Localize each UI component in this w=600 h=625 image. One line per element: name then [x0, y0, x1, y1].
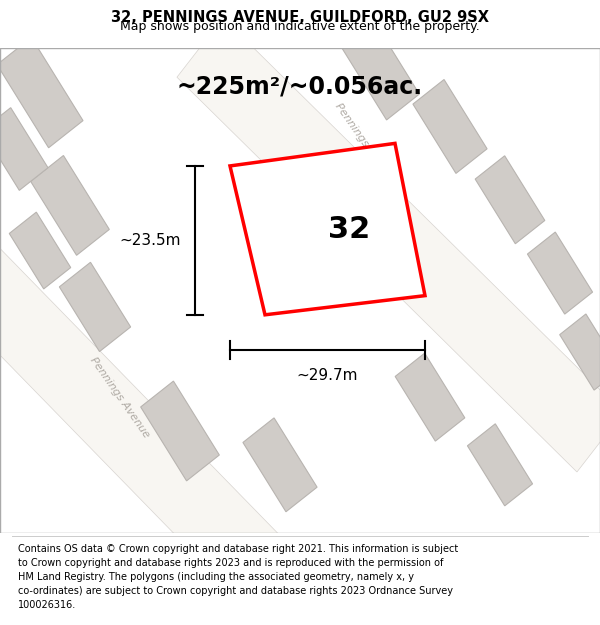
Text: ~29.7m: ~29.7m — [297, 368, 358, 383]
Text: Pennings Avenue: Pennings Avenue — [334, 101, 397, 186]
Polygon shape — [467, 424, 533, 506]
Polygon shape — [0, 221, 304, 618]
Polygon shape — [413, 79, 487, 173]
Polygon shape — [9, 212, 71, 289]
Polygon shape — [475, 156, 545, 244]
Polygon shape — [341, 20, 419, 120]
Polygon shape — [140, 381, 220, 481]
Polygon shape — [243, 418, 317, 512]
Text: Pennings Avenue: Pennings Avenue — [88, 355, 152, 439]
Polygon shape — [560, 314, 600, 390]
Polygon shape — [0, 107, 48, 191]
Text: ~225m²/~0.056ac.: ~225m²/~0.056ac. — [177, 75, 423, 99]
Polygon shape — [177, 18, 600, 472]
Polygon shape — [230, 143, 425, 315]
Text: ~23.5m: ~23.5m — [119, 233, 181, 248]
Text: Map shows position and indicative extent of the property.: Map shows position and indicative extent… — [120, 20, 480, 33]
Polygon shape — [59, 262, 131, 351]
Text: 32, PENNINGS AVENUE, GUILDFORD, GU2 9SX: 32, PENNINGS AVENUE, GUILDFORD, GU2 9SX — [111, 11, 489, 26]
Text: Contains OS data © Crown copyright and database right 2021. This information is : Contains OS data © Crown copyright and d… — [18, 544, 458, 609]
Polygon shape — [527, 232, 593, 314]
Polygon shape — [31, 156, 109, 255]
Polygon shape — [395, 353, 465, 441]
Text: 32: 32 — [328, 216, 370, 244]
Polygon shape — [0, 38, 83, 148]
